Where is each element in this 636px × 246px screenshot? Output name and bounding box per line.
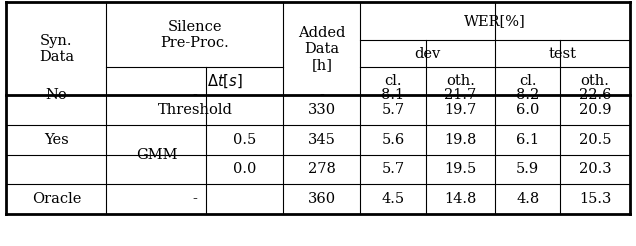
Text: -: - xyxy=(193,192,197,206)
Text: 330: 330 xyxy=(308,103,336,117)
Text: -: - xyxy=(319,88,324,102)
Text: Yes: Yes xyxy=(44,133,69,147)
Text: Oracle: Oracle xyxy=(32,192,81,206)
Text: oth.: oth. xyxy=(446,74,475,88)
Text: cl.: cl. xyxy=(384,74,402,88)
Text: oth.: oth. xyxy=(581,74,609,88)
Text: 360: 360 xyxy=(308,192,336,206)
Text: 22.6: 22.6 xyxy=(579,88,611,102)
Text: 6.0: 6.0 xyxy=(516,103,539,117)
Text: 5.9: 5.9 xyxy=(516,162,539,176)
Text: 0.5: 0.5 xyxy=(233,133,256,147)
Text: 21.7: 21.7 xyxy=(444,88,476,102)
Text: 5.7: 5.7 xyxy=(382,103,404,117)
Text: 6.1: 6.1 xyxy=(516,133,539,147)
Text: 19.5: 19.5 xyxy=(444,162,476,176)
Text: Threshold: Threshold xyxy=(158,103,232,117)
Text: 4.8: 4.8 xyxy=(516,192,539,206)
Text: 20.9: 20.9 xyxy=(579,103,611,117)
Text: Syn.
Data: Syn. Data xyxy=(39,34,74,64)
Text: 5.6: 5.6 xyxy=(382,133,404,147)
Text: 345: 345 xyxy=(308,133,336,147)
Text: 278: 278 xyxy=(308,162,336,176)
Text: 15.3: 15.3 xyxy=(579,192,611,206)
Text: -: - xyxy=(193,88,197,102)
Text: 0.0: 0.0 xyxy=(233,162,256,176)
Text: 20.3: 20.3 xyxy=(579,162,611,176)
Text: cl.: cl. xyxy=(519,74,536,88)
Text: 19.8: 19.8 xyxy=(444,133,476,147)
Text: 4.5: 4.5 xyxy=(382,192,404,206)
Text: 20.5: 20.5 xyxy=(579,133,611,147)
Text: 14.8: 14.8 xyxy=(444,192,476,206)
Text: dev: dev xyxy=(415,46,441,61)
Text: No: No xyxy=(46,88,67,102)
Text: Silence
Pre-Proc.: Silence Pre-Proc. xyxy=(160,20,229,50)
Text: 8.2: 8.2 xyxy=(516,88,539,102)
Text: 5.7: 5.7 xyxy=(382,162,404,176)
Text: WER[%]: WER[%] xyxy=(464,14,526,28)
Text: $\Delta t[s]$: $\Delta t[s]$ xyxy=(207,73,242,90)
Text: GMM: GMM xyxy=(135,148,177,162)
Text: 8.1: 8.1 xyxy=(382,88,404,102)
Text: 19.7: 19.7 xyxy=(444,103,476,117)
Text: Added
Data
[h]: Added Data [h] xyxy=(298,26,345,72)
Text: test: test xyxy=(548,46,576,61)
